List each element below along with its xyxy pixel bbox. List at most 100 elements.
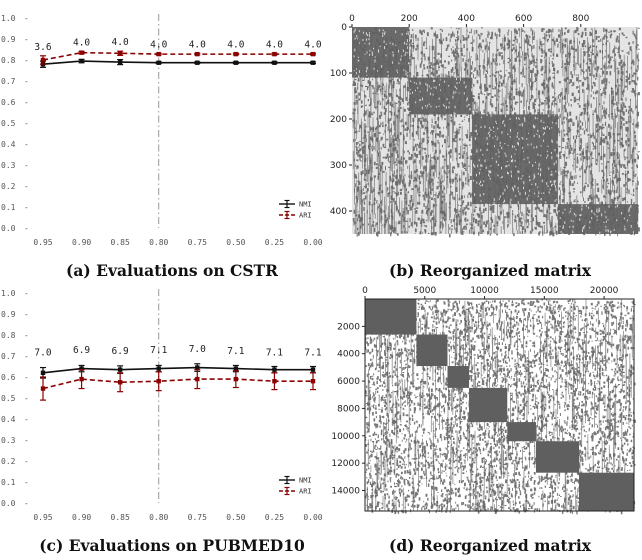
y-tick-label: 0.4 (1, 415, 16, 424)
series-line-ari (42, 378, 313, 390)
caption-d: (d) Reorganized matrix (389, 536, 592, 555)
y-tick-label: 400 (330, 207, 347, 217)
data-point-ari (156, 51, 161, 57)
dense-block (416, 334, 448, 367)
y-tick-mark: - (24, 56, 29, 65)
value-annotation: 4.0 (227, 39, 244, 50)
value-annotation: 7.1 (304, 347, 321, 358)
series-line-nmi (42, 366, 313, 374)
x-tick-label: 0.95 (33, 238, 52, 247)
x-tick-label: 0.25 (265, 513, 284, 522)
y-tick-label: 0.2 (1, 457, 16, 466)
dense-block (365, 299, 417, 335)
y-tick-mark: - (24, 478, 29, 487)
data-point-ari (310, 51, 316, 57)
matrix-cstr: 0 200 400 600 800 0 100 200 300 400 (330, 14, 640, 238)
dense-block-texture (473, 114, 558, 207)
y-tick-label: 0.2 (1, 182, 16, 191)
y-tick-label: 200 (330, 115, 347, 125)
y-tick-label: 0.4 (1, 140, 16, 149)
data-point-nmi (79, 58, 84, 64)
y-tick-label: 0.6 (1, 373, 16, 382)
data-point-ari (40, 386, 46, 391)
line-chart-pubmed10: 0.0 -0.1 -0.2 -0.3 -0.4 -0.5 -0.6 -0.7 -0.8 -0.9-… (1, 289, 323, 522)
y-tick-label: 12000 (331, 459, 360, 469)
caption-c: (c) Evaluations on PUBMED10 (39, 536, 305, 555)
value-annotation: 4.0 (150, 39, 167, 50)
data-point-nmi (117, 367, 123, 372)
data-point-ari (117, 51, 123, 56)
data-point-nmi (272, 367, 277, 372)
data-point-nmi (79, 366, 84, 371)
legend-label-ari: ARI (299, 488, 312, 496)
value-annotation: 4.0 (266, 39, 283, 50)
y-tick-label: 0.0 (1, 224, 16, 233)
series-line-ari (42, 51, 313, 61)
x-tick-label: 400 (458, 14, 475, 24)
y-tick-mark: - (24, 140, 29, 149)
x-tick-label: 0.25 (265, 238, 284, 247)
data-point-ari (233, 376, 239, 382)
x-tick-label: 0.85 (111, 238, 130, 247)
data-point-nmi (310, 367, 316, 372)
data-point-nmi (195, 365, 200, 370)
y-tick-label: 1.0 (1, 14, 16, 23)
data-point-nmi (117, 59, 123, 65)
value-annotation: 6.9 (112, 346, 129, 357)
value-annotation: 7.1 (150, 345, 167, 356)
y-tick-label: 0.3 (1, 436, 16, 445)
y-tick-label: 1.0 (1, 289, 16, 298)
y-tick-mark: - (24, 331, 29, 340)
series-line-nmi (42, 60, 313, 65)
y-tick-label: 0.7 (1, 352, 16, 361)
y-tick-mark: - (24, 394, 29, 403)
y-tick-mark: - (24, 499, 29, 508)
data-point-ari (40, 57, 46, 63)
x-tick-label: 0.50 (226, 238, 245, 247)
x-tick-label: 0.90 (72, 238, 91, 247)
value-annotation: 4.0 (189, 39, 206, 50)
dense-block (469, 387, 508, 423)
y-tick-label: 0.1 (1, 203, 16, 212)
y-tick-label: 10000 (331, 432, 360, 442)
dense-block (447, 366, 470, 388)
y-tick-label: 0.8 (1, 331, 16, 340)
value-annotation: 7.0 (34, 347, 51, 358)
x-tick-label: 0.85 (111, 513, 130, 522)
y-tick-mark: - (24, 352, 29, 361)
y-tick-mark: - (24, 98, 29, 107)
y-tick-label: 0 (341, 23, 347, 33)
x-tick-label: 10000 (470, 286, 499, 296)
y-tick-mark: - (24, 203, 29, 212)
x-tick-label: 600 (515, 14, 532, 24)
data-point-ari (195, 51, 200, 57)
y-tick-label: 2000 (337, 322, 360, 332)
y-tick-label: 6000 (337, 377, 360, 387)
x-tick-label: 800 (572, 14, 589, 24)
dense-block-texture (353, 28, 411, 80)
line-chart-cstr: 0.0 -0.1 -0.2 -0.3 -0.4 -0.5 -0.6 -0.7 -0.8 -0.9-… (1, 14, 323, 247)
dense-block (472, 114, 558, 205)
data-point-ari (79, 376, 84, 382)
y-tick-label: 0.0 (1, 499, 16, 508)
y-tick-mark: - (24, 77, 29, 86)
data-point-nmi (233, 60, 239, 65)
legend-label-ari: ARI (299, 212, 312, 220)
y-tick-label: 4000 (337, 350, 360, 360)
x-tick-label: 15000 (530, 286, 559, 296)
caption-a: (a) Evaluations on CSTR (66, 261, 278, 280)
x-tick-label: 0.75 (188, 238, 207, 247)
value-annotation: 7.0 (189, 344, 206, 355)
dense-block (579, 472, 634, 511)
x-tick-label: 0.75 (188, 513, 207, 522)
dense-block (409, 77, 473, 115)
value-annotation: 7.1 (266, 347, 283, 358)
data-point-ari (79, 50, 84, 55)
value-annotation: 6.9 (73, 345, 90, 356)
y-tick-mark: - (24, 224, 29, 233)
x-tick-label: 0.80 (149, 238, 168, 247)
data-point-ari (310, 379, 316, 384)
dense-block-texture (558, 204, 639, 235)
data-point-ari (117, 380, 123, 385)
